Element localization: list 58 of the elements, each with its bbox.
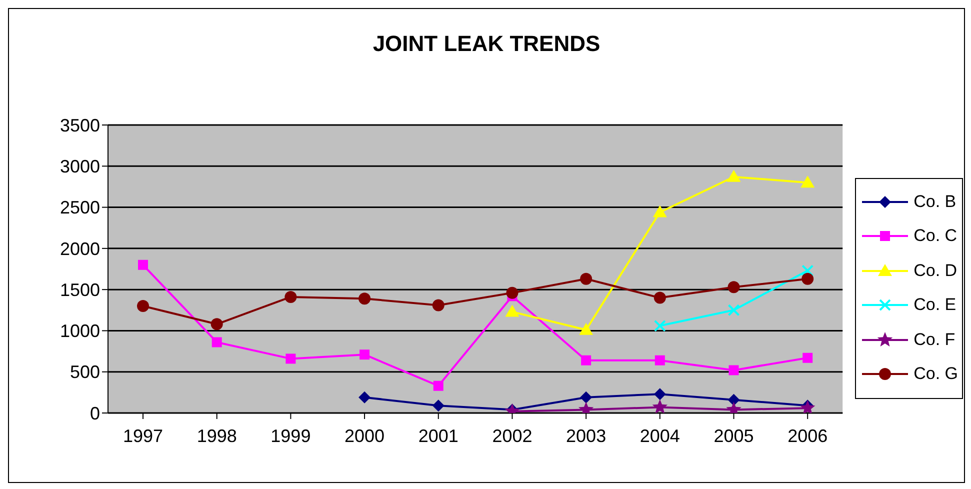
point: [800, 176, 815, 188]
x-tick-label: 2006: [788, 426, 828, 446]
x-tick-label: 2001: [418, 426, 458, 446]
point: [654, 355, 665, 366]
x-tick-label: 1998: [196, 426, 237, 446]
point: [728, 281, 740, 294]
point: [580, 272, 592, 285]
point: [579, 322, 594, 335]
legend-label: Co. E: [914, 295, 956, 316]
point: [360, 350, 370, 360]
point: [284, 290, 297, 303]
point: [728, 394, 740, 406]
point: [358, 391, 371, 404]
point: [432, 400, 444, 412]
point: [581, 355, 592, 366]
point: [728, 304, 740, 316]
point: [358, 292, 371, 305]
x-tick-label: 2002: [492, 426, 532, 446]
legend-label: Co. B: [914, 192, 956, 212]
point: [802, 272, 814, 285]
legend-label: Co. G: [914, 364, 958, 384]
point: [652, 399, 668, 413]
point: [286, 354, 296, 364]
legend-label: Co. D: [914, 260, 958, 281]
x-tick-label: 1997: [122, 426, 164, 446]
y-tick-label: 500: [70, 362, 100, 382]
x-tick-label: 2004: [640, 426, 680, 446]
x-tick-label: 2003: [566, 426, 606, 446]
point: [654, 292, 666, 304]
y-tick-label: 0: [90, 403, 100, 424]
point: [580, 391, 592, 404]
point: [652, 205, 667, 218]
point: [726, 170, 741, 182]
legend-label: Co. C: [914, 226, 958, 246]
x-tick-label: 1999: [270, 426, 311, 446]
point: [802, 352, 813, 363]
y-tick-label: 3000: [60, 156, 100, 177]
point: [432, 299, 444, 312]
y-tick-label: 2500: [60, 198, 100, 218]
point: [802, 264, 814, 277]
point: [137, 300, 149, 312]
point: [654, 388, 666, 400]
point: [138, 260, 148, 270]
y-tick-label: 1000: [60, 321, 100, 342]
y-tick-label: 2000: [60, 238, 100, 259]
legend-label: Co. F: [914, 330, 956, 350]
point: [654, 320, 666, 332]
point: [505, 304, 520, 317]
point: [506, 286, 518, 299]
point: [728, 365, 739, 376]
y-tick-label: 1500: [60, 280, 100, 300]
point: [210, 318, 223, 330]
point: [212, 337, 222, 348]
chart-title: JOINT LEAK TRENDS: [372, 31, 602, 57]
point: [433, 380, 444, 391]
y-tick-label: 3500: [60, 115, 100, 136]
x-tick-label: 2000: [344, 426, 385, 446]
x-tick-label: 2005: [714, 426, 754, 446]
